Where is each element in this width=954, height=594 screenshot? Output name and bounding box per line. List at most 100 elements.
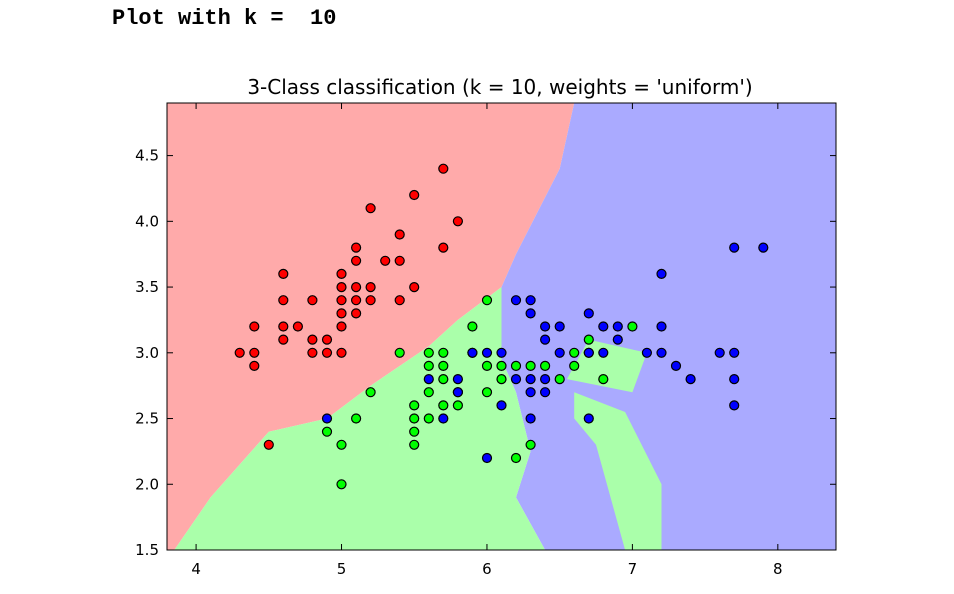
x-tick-label: 4	[191, 560, 201, 578]
point-blue-2	[438, 413, 449, 424]
point-blue-21	[554, 347, 565, 358]
point-blue-18	[539, 374, 551, 385]
point-blue-7	[481, 347, 493, 358]
point-green-10	[423, 413, 434, 424]
point-red-18	[336, 295, 347, 306]
point-green-38	[627, 321, 638, 332]
decision-regions	[167, 103, 836, 550]
point-red-24	[351, 255, 362, 266]
point-blue-20	[539, 321, 551, 332]
point-green-18	[452, 400, 463, 411]
point-blue-14	[525, 374, 536, 385]
point-red-30	[394, 295, 405, 306]
x-tick-label: 5	[337, 560, 347, 578]
point-green-7	[409, 426, 420, 437]
point-blue-33	[656, 268, 667, 279]
point-red-13	[321, 347, 333, 358]
point-green-3	[351, 413, 362, 424]
chart-title: 3-Class classification (k = 10, weights …	[247, 75, 752, 99]
point-blue-23	[583, 413, 594, 424]
point-red-34	[409, 189, 420, 201]
point-red-26	[365, 295, 376, 306]
point-green-31	[539, 360, 551, 371]
point-red-36	[438, 163, 449, 174]
point-green-26	[496, 360, 507, 371]
point-green-22	[481, 387, 493, 398]
y-tick-label: 4.5	[135, 147, 159, 165]
point-red-3	[249, 321, 260, 332]
point-green-33	[569, 360, 580, 371]
point-red-10	[307, 347, 318, 358]
point-blue-31	[656, 347, 667, 358]
point-blue-40	[729, 242, 740, 253]
point-red-5	[278, 334, 289, 345]
point-blue-1	[423, 374, 434, 385]
point-blue-12	[525, 413, 536, 424]
point-red-17	[336, 308, 347, 319]
point-blue-16	[525, 295, 536, 306]
point-green-14	[438, 400, 449, 411]
point-blue-29	[612, 321, 623, 332]
point-green-8	[409, 413, 420, 424]
point-green-13	[423, 347, 434, 358]
point-blue-36	[714, 347, 725, 358]
region-blue-1	[501, 103, 836, 550]
point-green-36	[583, 334, 594, 345]
point-red-32	[394, 229, 405, 240]
point-green-11	[423, 387, 434, 398]
y-tick-label: 2.0	[135, 475, 159, 493]
point-green-0	[321, 426, 333, 437]
point-red-0	[234, 347, 245, 358]
point-blue-8	[496, 400, 507, 411]
point-red-4	[263, 439, 274, 450]
point-green-5	[394, 347, 405, 358]
point-green-27	[510, 452, 522, 464]
point-green-23	[481, 360, 493, 371]
point-red-16	[336, 321, 347, 332]
point-green-21	[467, 321, 478, 332]
point-green-32	[554, 374, 565, 385]
point-red-12	[307, 295, 318, 306]
point-red-15	[336, 347, 347, 358]
y-axis: 1.5 2.0 2.5 3.0 3.5 4.0 4.5	[135, 147, 836, 559]
point-blue-13	[525, 387, 536, 398]
point-blue-15	[525, 308, 536, 319]
data-points	[234, 163, 769, 490]
point-green-25	[496, 374, 507, 385]
point-red-25	[351, 242, 362, 253]
point-red-20	[336, 268, 347, 279]
point-blue-37	[729, 400, 740, 411]
region-red-0	[167, 103, 575, 550]
point-green-30	[525, 360, 536, 371]
point-red-23	[351, 282, 362, 293]
point-green-15	[438, 374, 449, 385]
point-green-34	[569, 347, 580, 358]
point-green-1	[336, 479, 347, 490]
point-blue-39	[729, 347, 740, 358]
point-blue-19	[539, 334, 551, 345]
point-green-24	[481, 295, 493, 306]
point-green-4	[365, 387, 376, 398]
x-tick-label: 6	[482, 560, 492, 578]
y-tick-label: 4.0	[135, 212, 159, 230]
point-blue-24	[583, 347, 594, 358]
point-red-8	[278, 268, 289, 279]
point-green-9	[409, 400, 420, 411]
point-red-2	[249, 347, 260, 358]
point-blue-34	[670, 360, 682, 371]
point-blue-26	[598, 347, 609, 358]
x-axis: 4 5 6 7 8	[191, 103, 783, 578]
point-blue-32	[656, 321, 667, 332]
point-red-29	[380, 255, 391, 266]
x-tick-label: 8	[773, 560, 783, 578]
point-red-9	[292, 321, 303, 332]
point-blue-22	[554, 321, 565, 332]
point-red-6	[278, 321, 289, 332]
output-text: Plot with k = 10	[112, 6, 337, 31]
point-blue-6	[481, 452, 493, 464]
point-blue-28	[612, 334, 623, 345]
point-blue-30	[641, 347, 653, 358]
point-red-11	[307, 334, 318, 345]
x-tick-label: 7	[628, 560, 638, 578]
y-tick-label: 3.0	[135, 344, 159, 362]
